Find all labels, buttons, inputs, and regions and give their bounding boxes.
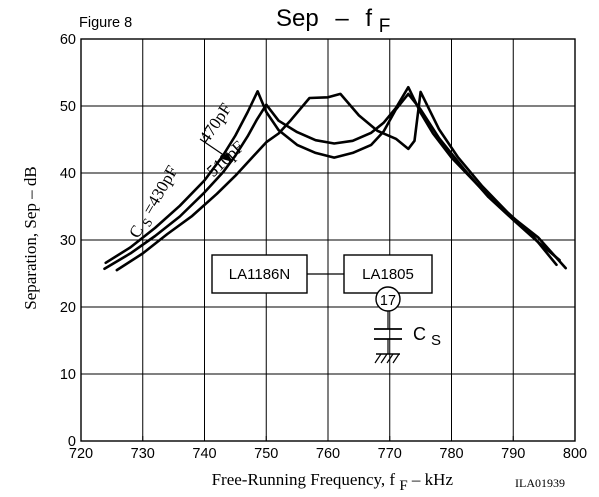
annotation-cs430: C S =430pF	[125, 162, 185, 243]
x-tick-label: 760	[316, 446, 340, 462]
y-tick-label: 30	[60, 233, 76, 249]
title-subscript: F	[379, 16, 391, 37]
circuit-diagram: LA1186N LA1805 17 C S	[211, 254, 441, 364]
series-group	[103, 85, 567, 272]
series-line-1	[104, 90, 561, 265]
title-main: Sep	[276, 5, 319, 32]
grid	[80, 38, 576, 442]
ground-icon	[374, 353, 400, 364]
ic-left-label: LA1186N	[229, 266, 290, 283]
chart-title: Sep – f F	[276, 5, 390, 37]
x-axis-label: Free-Running Frequency, f F – kHz	[212, 470, 454, 494]
y-tick-label: 10	[60, 367, 76, 383]
x-tick-labels: 720 730 740 750 760 770 780 790 800	[69, 446, 587, 462]
x-tick-label: 800	[563, 446, 587, 462]
series-line-0	[103, 85, 567, 271]
title-dash: –	[335, 5, 349, 32]
y-axis-label: Separation, Sep – dB	[21, 166, 40, 310]
xlabel-suffix: – kHz	[411, 470, 454, 489]
x-tick-label: 750	[254, 446, 278, 462]
pin-number: 17	[380, 293, 396, 309]
x-tick-label: 790	[501, 446, 525, 462]
y-tick-labels: 0 10 20 30 40 50 60	[60, 32, 76, 450]
x-tick-label: 770	[378, 446, 402, 462]
y-tick-label: 20	[60, 300, 76, 316]
ic-right-label: LA1805	[362, 266, 414, 283]
xlabel-prefix: Free-Running Frequency, f	[212, 470, 396, 489]
y-tick-label: 50	[60, 99, 76, 115]
xlabel-subscript: F	[399, 478, 407, 494]
tick-marks	[80, 38, 576, 442]
capacitor-label-prefix: C	[413, 324, 426, 344]
y-tick-label: 60	[60, 32, 76, 48]
figure-label: Figure 8	[79, 15, 132, 31]
x-tick-label: 720	[69, 446, 93, 462]
title-symbol: f	[365, 5, 372, 32]
ic-left-box	[211, 254, 308, 294]
capacitor-label: C S	[413, 324, 441, 349]
capacitor-label-subscript: S	[431, 332, 441, 349]
y-tick-label: 0	[68, 434, 76, 450]
annotation-arrow	[199, 138, 233, 162]
series-line-2	[115, 90, 558, 272]
x-tick-label: 730	[131, 446, 155, 462]
x-tick-label: 780	[439, 446, 463, 462]
figure-code: ILA01939	[515, 476, 565, 490]
y-tick-label: 40	[60, 166, 76, 182]
x-tick-label: 740	[192, 446, 216, 462]
